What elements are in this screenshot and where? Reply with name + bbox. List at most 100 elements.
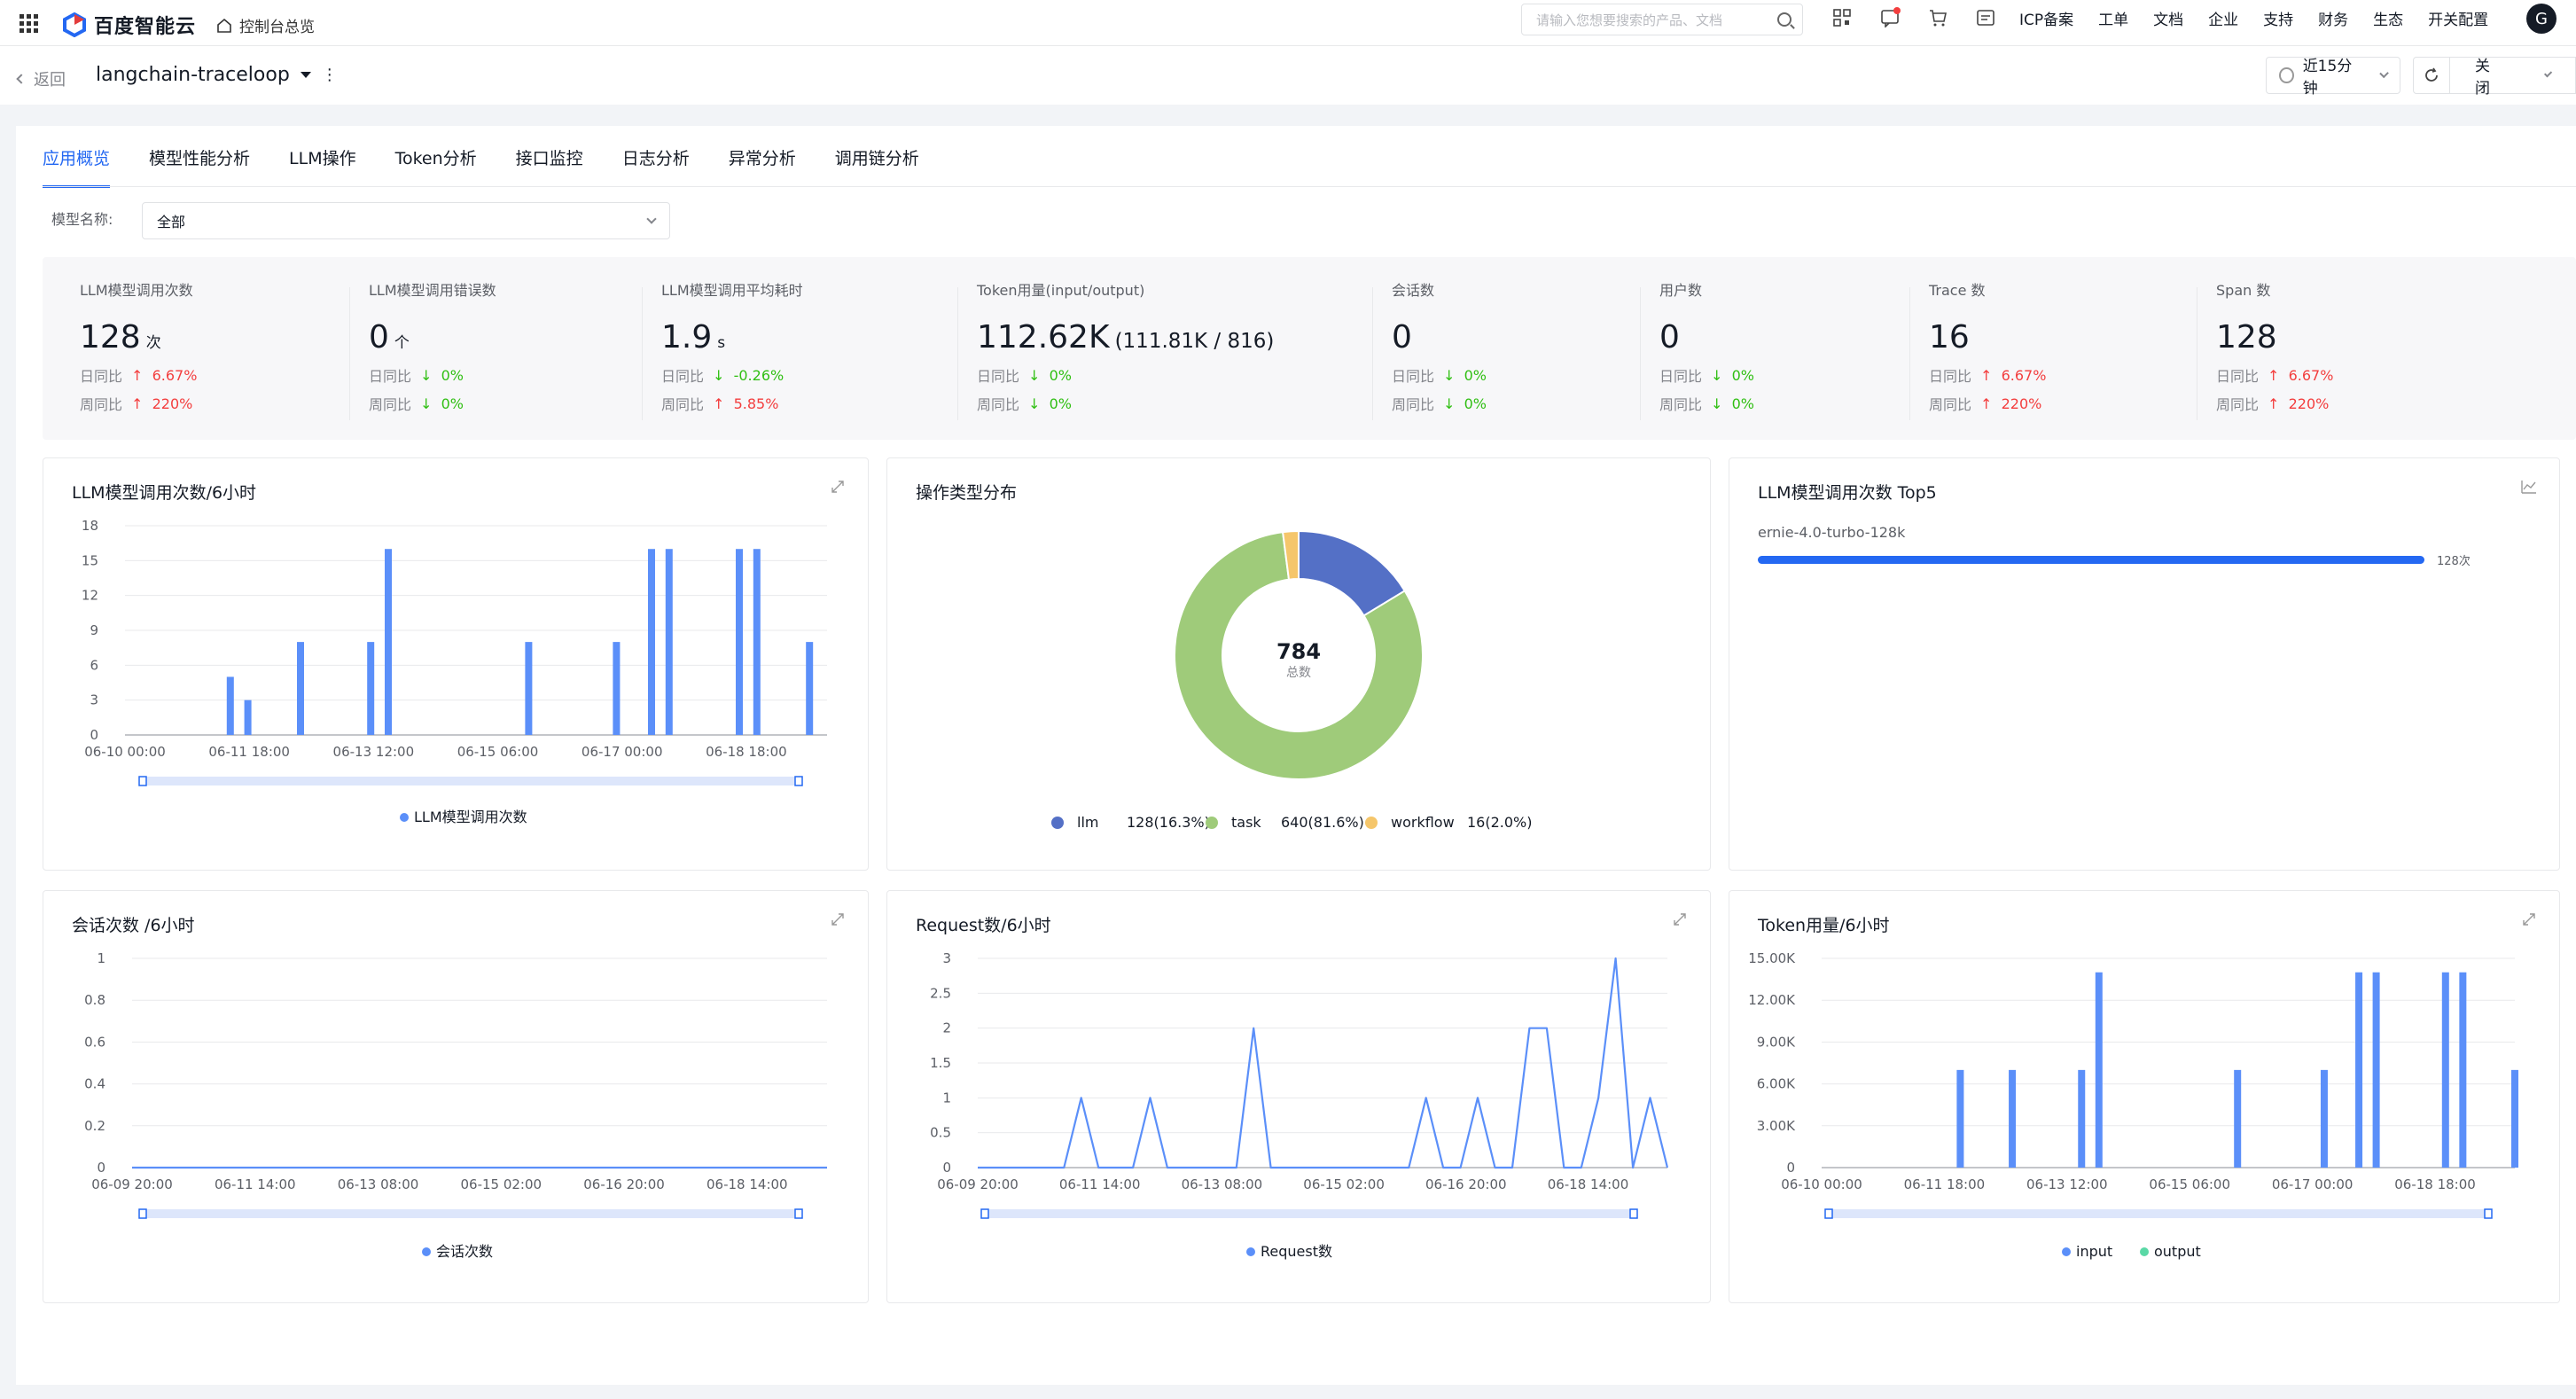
week-compare-value: ↓ 0% xyxy=(1443,395,1487,412)
trend-arrow-icon: ↑ xyxy=(131,366,144,384)
y-tick-label: 3 xyxy=(90,692,98,708)
stat-value: 112.62K (111.81K / 816) xyxy=(977,319,1275,356)
brand-logo[interactable]: 百度智能云 xyxy=(62,11,196,39)
week-compare: 周同比 ↑ 220% xyxy=(2216,395,2330,414)
legend-swatch xyxy=(422,1247,431,1256)
x-tick-label: 06-10 00:00 xyxy=(84,744,166,760)
tab-log-analysis[interactable]: 日志分析 xyxy=(621,149,690,168)
menu-enterprise[interactable]: 企业 xyxy=(2208,11,2239,29)
message-icon[interactable] xyxy=(1879,7,1901,28)
y-tick-label: 0 xyxy=(90,727,98,743)
menu-support[interactable]: 支持 xyxy=(2263,11,2294,29)
day-compare-value: ↓ 0% xyxy=(420,366,464,384)
donut-slice-workflow xyxy=(1281,529,1300,581)
x-tick-label: 06-15 06:00 xyxy=(457,744,539,760)
trend-arrow-icon: ↓ xyxy=(1443,366,1456,384)
x-tick-label: 06-15 02:00 xyxy=(1303,1176,1385,1192)
legend-swatch xyxy=(1246,1247,1255,1256)
week-compare-value: ↓ 0% xyxy=(1711,395,1754,412)
cloud-logo-icon xyxy=(63,12,86,37)
back-button[interactable]: 返回 xyxy=(16,67,66,90)
stat-unit: (111.81K / 816) xyxy=(1114,330,1275,353)
more-icon[interactable]: ⋮ xyxy=(321,66,338,84)
card-title: 会话次数 /6小时 xyxy=(72,916,195,935)
back-label: 返回 xyxy=(34,71,66,90)
donut-center-value: 784 xyxy=(1276,639,1321,664)
refresh-button[interactable] xyxy=(2413,57,2450,94)
y-tick-label: 0.2 xyxy=(84,1118,105,1134)
zoom-slider-handle xyxy=(1629,1208,1638,1219)
x-tick-label: 06-13 08:00 xyxy=(338,1176,419,1192)
week-compare: 周同比 ↑ 5.85% xyxy=(661,395,779,414)
x-tick-label: 06-11 14:00 xyxy=(215,1176,296,1192)
x-tick-label: 06-18 18:00 xyxy=(706,744,787,760)
time-range-select[interactable]: 近15分钟 xyxy=(2266,57,2400,98)
billing-icon[interactable] xyxy=(1975,7,1996,28)
menu-switch-config[interactable]: 开关配置 xyxy=(2428,11,2489,29)
x-tick-label: 06-15 06:00 xyxy=(2149,1176,2230,1192)
legend-label: task xyxy=(1231,814,1261,831)
search-icon[interactable] xyxy=(1777,12,1791,27)
day-compare: 日同比 ↓ 0% xyxy=(1659,366,1754,386)
model-filter-select[interactable]: 全部 xyxy=(142,202,670,239)
menu-ticket[interactable]: 工单 xyxy=(2098,11,2129,29)
cart-icon[interactable] xyxy=(1927,7,1948,28)
menu-ecosystem[interactable]: 生态 xyxy=(2373,11,2404,29)
expand-icon[interactable] xyxy=(2520,911,2538,928)
tab-token-analysis[interactable]: Token分析 xyxy=(394,149,477,168)
stat-label: 会话数 xyxy=(1392,282,1435,299)
bar xyxy=(2078,1069,2086,1168)
stat-unit: 次 xyxy=(145,334,161,352)
day-compare-value: ↓ 0% xyxy=(1028,366,1072,384)
menu-icp[interactable]: ICP备案 xyxy=(2019,11,2074,29)
card-title: LLM模型调用次数/6小时 xyxy=(72,483,257,503)
stat-label: LLM模型调用错误数 xyxy=(369,282,496,299)
auto-refresh-select[interactable]: 关闭 xyxy=(2449,57,2576,98)
x-tick-label: 06-13 08:00 xyxy=(1182,1176,1263,1192)
legend-swatch xyxy=(2140,1247,2149,1256)
legend-label: Request数 xyxy=(1261,1243,1332,1260)
card-title: Token用量/6小时 xyxy=(1758,916,1890,935)
x-tick-label: 06-11 14:00 xyxy=(1059,1176,1141,1192)
expand-icon[interactable] xyxy=(829,478,847,496)
expand-icon[interactable] xyxy=(1671,911,1689,928)
tab-model-performance[interactable]: 模型性能分析 xyxy=(149,149,251,168)
zoom-slider-track xyxy=(143,1209,799,1218)
y-tick-label: 12.00K xyxy=(1748,992,1796,1008)
home-icon xyxy=(217,18,231,33)
op-type-donut-chart: 784 总数 llm 128(16.3%) task 640(81.6%) workflow… xyxy=(1051,529,1533,831)
tab-llm-ops[interactable]: LLM操作 xyxy=(289,149,356,168)
legend-swatch xyxy=(2062,1247,2071,1256)
apps-grid-icon[interactable] xyxy=(18,12,39,34)
global-search-input[interactable]: 请输入您想要搜索的产品、文档 xyxy=(1521,4,1803,35)
user-avatar[interactable]: G xyxy=(2526,4,2556,34)
tokens-chart: 15.00K 12.00K 9.00K 6.00K 3.00K 006-10 00:00 0… xyxy=(1748,950,2518,1260)
y-tick-label: 0 xyxy=(942,1160,951,1176)
day-compare-value: ↓ -0.26% xyxy=(713,366,785,384)
caret-down-icon xyxy=(300,72,311,78)
tab-trace-analysis[interactable]: 调用链分析 xyxy=(834,149,919,168)
stat-item: LLM模型调用次数 128 次日同比 ↑ 6.67% 周同比 ↑ 220% xyxy=(80,257,197,440)
tab-api-monitor[interactable]: 接口监控 xyxy=(515,149,583,168)
expand-icon[interactable] xyxy=(829,911,847,928)
qrcode-icon[interactable] xyxy=(1831,7,1853,28)
legend-label: output xyxy=(2154,1243,2201,1260)
stat-item: LLM模型调用错误数 0 个日同比 ↓ 0% 周同比 ↓ 0% xyxy=(369,257,496,440)
console-overview-link[interactable]: 控制台总览 xyxy=(216,14,315,36)
model-filter-value: 全部 xyxy=(157,214,186,231)
app-selector[interactable]: langchain-traceloop ⋮ xyxy=(96,64,338,86)
chevron-left-icon xyxy=(16,74,27,84)
tab-app-overview[interactable]: 应用概览 xyxy=(43,145,111,188)
legend-value: 640(81.6%) xyxy=(1281,814,1364,831)
trend-arrow-icon: ↓ xyxy=(1711,366,1723,384)
line-chart-icon[interactable] xyxy=(2520,478,2538,496)
donut-center-label: 总数 xyxy=(1286,666,1311,680)
bar xyxy=(648,549,655,735)
tab-exception-analysis[interactable]: 异常分析 xyxy=(728,149,796,168)
day-compare-value: ↑ 6.67% xyxy=(1980,366,2047,384)
menu-finance[interactable]: 财务 xyxy=(2318,11,2349,29)
x-tick-label: 06-09 20:00 xyxy=(91,1176,173,1192)
menu-docs[interactable]: 文档 xyxy=(2153,11,2184,29)
top-bar: 百度智能云 控制台总览 请输入您想要搜索的产品、文档 ICP备案 工单 文档 企… xyxy=(0,0,2576,46)
x-tick-label: 06-18 14:00 xyxy=(1548,1176,1629,1192)
